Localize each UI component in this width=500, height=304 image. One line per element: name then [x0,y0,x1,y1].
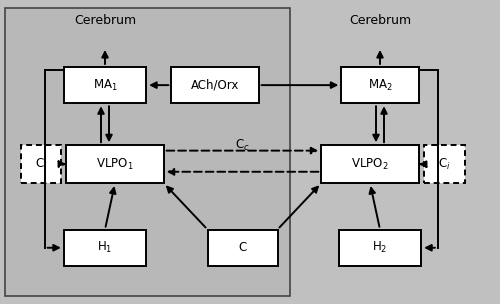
Bar [64,67,146,103]
Text: Cerebrum: Cerebrum [74,14,136,27]
Bar [341,67,419,103]
Text: Cerebrum: Cerebrum [349,14,411,27]
Bar [339,230,421,266]
Text: C: C [238,241,246,254]
Bar [66,145,164,183]
Bar [424,145,465,183]
Text: MA$_2$: MA$_2$ [368,78,392,93]
Text: H$_1$: H$_1$ [98,240,112,255]
Bar [321,145,419,183]
Text: C$_c$: C$_c$ [235,138,250,154]
Text: H$_2$: H$_2$ [372,240,388,255]
Bar [64,230,146,266]
Bar [5,8,290,296]
Text: VLPO$_1$: VLPO$_1$ [96,157,134,172]
Text: VLPO$_2$: VLPO$_2$ [352,157,389,172]
Text: ACh/Orx: ACh/Orx [191,79,239,92]
Bar [208,230,278,266]
Bar [171,67,259,103]
Text: C$_i$: C$_i$ [438,157,450,172]
Text: MA$_1$: MA$_1$ [92,78,118,93]
Text: C$_i$: C$_i$ [34,157,48,172]
Bar [20,145,61,183]
